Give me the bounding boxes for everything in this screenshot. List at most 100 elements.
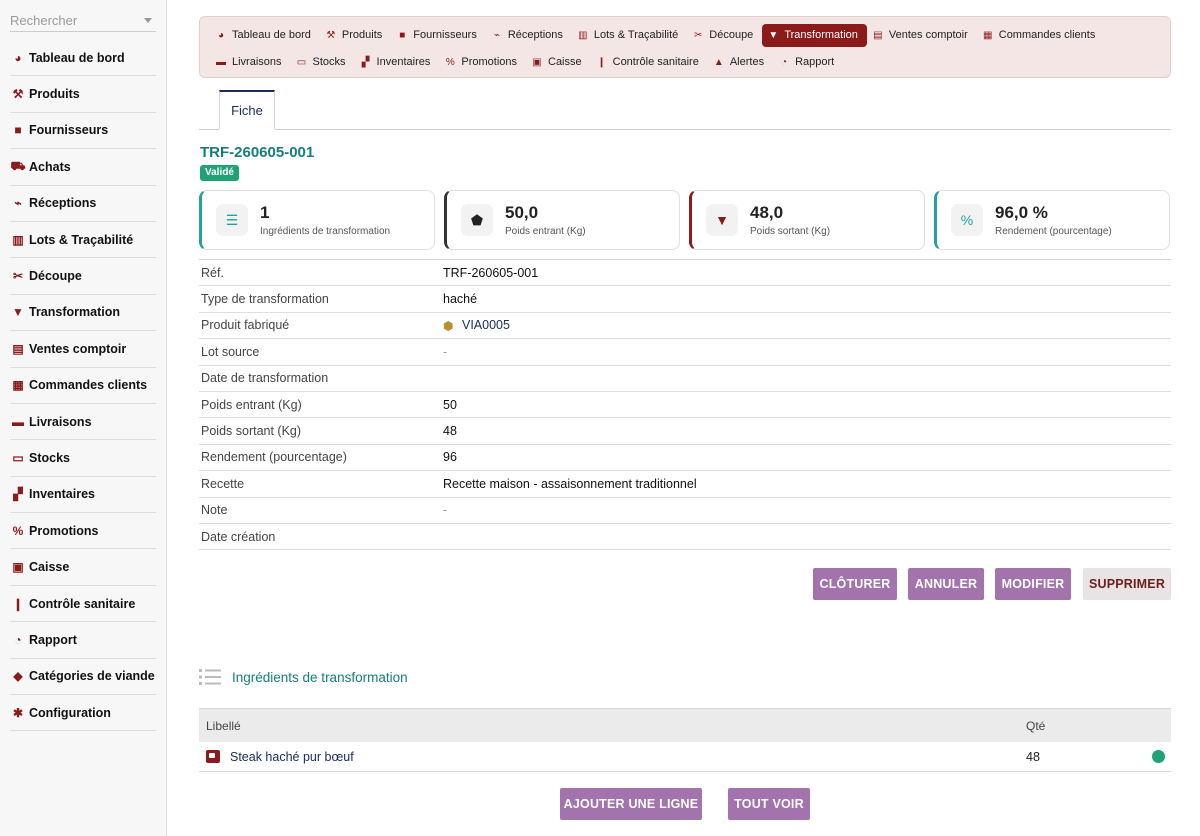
percent-icon: % [951,204,983,236]
sidebar-item[interactable]: ⛟ Achats [10,149,156,186]
table-row[interactable]: Steak haché pur bœuf 48 [199,742,1171,772]
sidebar-item-label: Lots & Traçabilité [29,232,134,247]
money-icon: ▣ [12,560,24,575]
top-nav-label: Commandes clients [998,29,1096,41]
top-nav-item[interactable]: ▣ Caisse [526,51,591,74]
thermometer-icon: ❙ [12,596,24,611]
barcode-icon: ▥ [578,29,588,41]
sidebar-item[interactable]: ▬ Livraisons [10,404,156,441]
boxes-icon: ▞ [361,56,370,68]
top-nav-item[interactable]: ▥ Lots & Traçabilité [572,24,687,47]
cancel-button[interactable]: ANNULER [908,568,984,600]
top-nav-item[interactable]: ▦ Commandes clients [977,24,1105,47]
top-nav-item[interactable]: ✂ Découpe [687,24,762,47]
sidebar-item[interactable]: ▞ Inventaires [10,477,156,514]
detail-row: Produit fabriqué ⬢ VIA0005 [199,313,1171,340]
blender-icon: ▼ [706,204,738,236]
sidebar-item[interactable]: ◕ Tableau de bord [10,40,156,77]
sidebar-item[interactable]: ❙ Contrôle sanitaire [10,586,156,623]
top-nav-item[interactable]: ■ Fournisseurs [391,24,486,47]
stat-card: ▼ 48,0 Poids sortant (Kg) [689,190,925,250]
detail-value[interactable]: ⬢ VIA0005 [443,318,510,333]
top-nav-item[interactable]: ⚒ Produits [320,24,391,47]
ingredients-table: Libellé Qté Steak haché pur bœuf 48 [199,708,1171,772]
sidebar-item[interactable]: ▥ Lots & Traçabilité [10,222,156,259]
see-all-button[interactable]: TOUT VOIR [728,788,810,820]
stat-card: ⬟ 50,0 Poids entrant (Kg) [444,190,680,250]
sidebar-item[interactable]: ▤ Ventes comptoir [10,331,156,368]
stat-label: Ingrédients de transformation [260,226,391,237]
warehouse-icon: ▭ [296,56,307,68]
top-nav-item[interactable]: ▲ Alertes [708,51,773,74]
stat-value: 48,0 [750,203,784,222]
detail-value: Recette maison - assaisonnement traditio… [443,476,697,491]
sidebar-item[interactable]: ⌁ Réceptions [10,186,156,222]
sidebar-item[interactable]: ■ Fournisseurs [10,113,156,150]
delete-button[interactable]: SUPPRIMER [1083,568,1171,600]
search-input[interactable]: Rechercher [10,10,156,32]
product-link[interactable]: VIA0005 [462,318,510,333]
sidebar-item-label: Contrôle sanitaire [29,596,136,611]
top-nav-item[interactable]: ▬ Livraisons [210,51,291,74]
top-nav-label: Réceptions [507,29,563,41]
detail-value: 48 [443,424,457,439]
stat-card: % 96,0 % Rendement (pourcentage) [934,190,1170,250]
sidebar-item[interactable]: ◔ Rapport [10,622,156,659]
detail-key: Note [201,503,228,518]
sidebar-item[interactable]: ◆ Catégories de viande [10,659,156,696]
top-nav-item[interactable]: ⌁ Réceptions [486,24,572,47]
details-table: Réf. TRF-260605-001 Type de transformation… [199,259,1171,551]
top-nav-item[interactable]: ▼ Transformation [762,23,867,47]
top-nav-item[interactable]: ▤ Ventes comptoir [867,24,977,47]
detail-key: Recette [201,476,245,491]
sidebar-item[interactable]: ▭ Stocks [10,440,156,477]
top-nav-label: Stocks [312,56,346,68]
detail-row: Poids sortant (Kg) 48 [199,418,1171,445]
chevron-down-icon[interactable] [144,18,152,23]
column-header-label[interactable]: Libellé [206,718,241,733]
hammer-icon: ⚒ [326,29,336,41]
top-nav-item[interactable]: ▭ Stocks [291,51,355,74]
detail-key: Rendement (pourcentage) [201,450,347,465]
sidebar-item[interactable]: ▦ Commandes clients [10,368,156,404]
stat-value: 96,0 % [995,203,1048,222]
truck-loading-icon: ▬ [216,56,226,68]
detail-key: Produit fabriqué [201,318,290,333]
stat-label: Poids sortant (Kg) [750,226,831,237]
sidebar-item-label: Achats [29,159,71,174]
edit-button[interactable]: MODIFIER [995,568,1071,600]
detail-key: Type de transformation [201,292,329,307]
detail-value: - [443,344,448,359]
detail-value: - [443,503,448,518]
top-nav-item[interactable]: ▞ Inventaires [355,51,440,74]
ingredient-link[interactable]: Steak haché pur bœuf [230,749,354,764]
sidebar-item-label: Fournisseurs [29,123,109,138]
detail-key: Réf. [201,265,224,280]
column-header-qty[interactable]: Qté [1026,718,1046,733]
tab-fiche[interactable]: Fiche [219,90,275,130]
top-nav-item[interactable]: ❙ Contrôle sanitaire [591,51,708,74]
add-line-button[interactable]: AJOUTER UNE LIGNE [560,788,702,820]
detail-key: Date de transformation [201,371,329,386]
detail-key: Date création [201,529,276,544]
detail-row: Rendement (pourcentage) 96 [199,445,1171,472]
sidebar-item[interactable]: % Promotions [10,513,156,550]
sidebar-item-label: Réceptions [29,196,97,211]
scissors-icon: ✂ [12,269,24,284]
sidebar-item[interactable]: ⚒ Produits [10,76,156,113]
close-record-button[interactable]: CLÔTURER [813,568,897,600]
sidebar-item-label: Inventaires [29,487,96,502]
cart-icon: ⛟ [10,158,26,173]
top-nav-label: Rapport [795,56,835,68]
tab-bar: Fiche [199,90,1171,130]
top-nav-item[interactable]: % Promotions [439,51,526,74]
sidebar-item[interactable]: ✱ Configuration [10,695,156,732]
stat-value: 50,0 [505,203,539,222]
sidebar-item-label: Ventes comptoir [29,341,127,356]
sidebar-item[interactable]: ▣ Caisse [10,549,156,586]
sidebar-item[interactable]: ✂ Découpe [10,258,156,295]
sidebar-item[interactable]: ▼ Transformation [10,295,156,332]
top-nav-item[interactable]: ◔ Rapport [773,51,843,74]
top-nav-item[interactable]: ◕ Tableau de bord [210,24,320,47]
tags-icon: ◆ [13,669,23,684]
